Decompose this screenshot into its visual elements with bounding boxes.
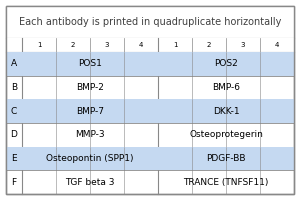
Text: MMP-3: MMP-3 xyxy=(75,130,105,139)
Bar xyxy=(6,99,294,123)
Text: 1: 1 xyxy=(37,42,41,48)
Text: 4: 4 xyxy=(275,42,279,48)
Text: BMP-6: BMP-6 xyxy=(212,83,240,92)
Bar xyxy=(6,6,294,38)
Text: POS2: POS2 xyxy=(214,59,238,68)
Text: DKK-1: DKK-1 xyxy=(213,107,239,116)
Text: D: D xyxy=(11,130,17,139)
Text: 4: 4 xyxy=(139,42,143,48)
Text: 2: 2 xyxy=(71,42,75,48)
Text: C: C xyxy=(11,107,17,116)
Bar xyxy=(6,147,294,170)
Text: TRANCE (TNFSF11): TRANCE (TNFSF11) xyxy=(183,178,269,187)
Text: E: E xyxy=(11,154,17,163)
Text: BMP-7: BMP-7 xyxy=(76,107,104,116)
Text: F: F xyxy=(11,178,16,187)
Bar xyxy=(6,52,294,76)
Text: A: A xyxy=(11,59,17,68)
Text: Each antibody is printed in quadruplicate horizontally: Each antibody is printed in quadruplicat… xyxy=(19,17,281,27)
Text: TGF beta 3: TGF beta 3 xyxy=(65,178,115,187)
Text: BMP-2: BMP-2 xyxy=(76,83,104,92)
Text: POS1: POS1 xyxy=(78,59,102,68)
Text: Osteopontin (SPP1): Osteopontin (SPP1) xyxy=(46,154,134,163)
Bar xyxy=(6,38,294,52)
Text: 3: 3 xyxy=(105,42,109,48)
Text: 2: 2 xyxy=(207,42,211,48)
Text: 3: 3 xyxy=(241,42,245,48)
Text: PDGF-BB: PDGF-BB xyxy=(206,154,246,163)
Text: 1: 1 xyxy=(173,42,177,48)
Text: B: B xyxy=(11,83,17,92)
Text: Osteoprotegerin: Osteoprotegerin xyxy=(189,130,263,139)
